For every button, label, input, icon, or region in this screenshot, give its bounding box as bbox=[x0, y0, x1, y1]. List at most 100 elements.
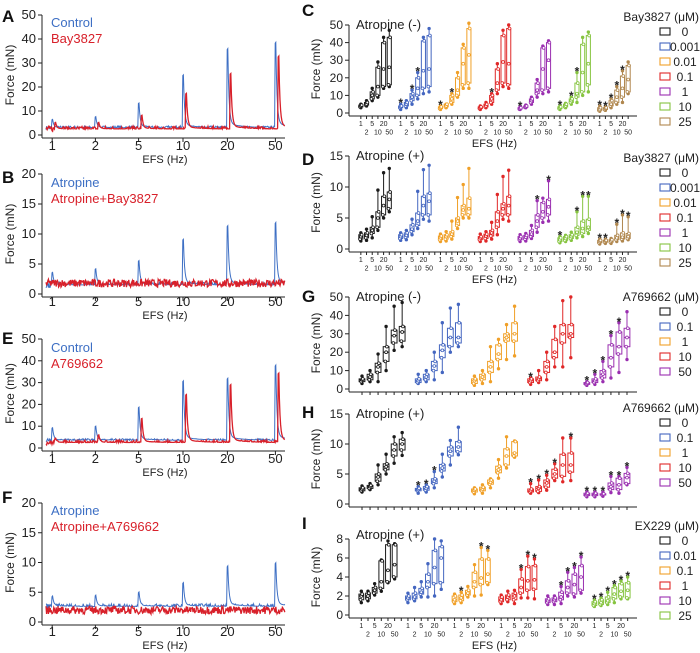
data-point bbox=[419, 580, 423, 584]
box-iqr bbox=[426, 35, 432, 88]
box bbox=[420, 167, 427, 221]
box: * bbox=[580, 188, 585, 239]
data-point bbox=[536, 489, 540, 494]
data-point bbox=[456, 453, 461, 457]
data-point bbox=[593, 599, 597, 604]
box: * bbox=[557, 229, 563, 245]
significance-star: * bbox=[544, 467, 549, 481]
legend-label: 0 bbox=[682, 305, 689, 319]
data-point bbox=[617, 344, 621, 349]
data-point bbox=[392, 562, 397, 567]
box bbox=[375, 188, 381, 233]
x-tick-label: 20 bbox=[617, 623, 625, 630]
box bbox=[471, 562, 478, 598]
x-axis-label: EFS (Hz) bbox=[142, 467, 187, 479]
panel-letter: E bbox=[2, 329, 13, 348]
significance-star: * bbox=[599, 590, 604, 604]
data-point bbox=[461, 42, 465, 47]
data-point bbox=[416, 70, 420, 75]
box bbox=[471, 486, 478, 496]
box bbox=[506, 23, 512, 91]
panel-letter: B bbox=[2, 168, 14, 187]
significance-star: * bbox=[601, 484, 606, 498]
box bbox=[504, 589, 511, 604]
box: * bbox=[535, 472, 543, 495]
data-point bbox=[448, 438, 453, 443]
data-point bbox=[544, 481, 549, 485]
box: * bbox=[534, 193, 540, 234]
box: * bbox=[422, 477, 430, 494]
x-tick-label: 1 bbox=[558, 121, 562, 128]
legend-swatch bbox=[659, 418, 671, 427]
box bbox=[454, 195, 461, 231]
significance-star: * bbox=[603, 99, 608, 113]
data-point bbox=[456, 445, 461, 449]
data-point bbox=[376, 463, 380, 467]
legend-label: 0.1 bbox=[677, 320, 694, 334]
x-tick-label: 1 bbox=[359, 257, 363, 264]
y-axis-label: Force (mN) bbox=[3, 532, 17, 593]
data-point bbox=[384, 368, 388, 373]
y-tick-label: 0 bbox=[29, 127, 36, 142]
box bbox=[371, 581, 378, 597]
data-point bbox=[625, 471, 630, 476]
data-point bbox=[546, 90, 551, 94]
data-point bbox=[525, 578, 530, 583]
data-point bbox=[466, 591, 470, 595]
data-point bbox=[361, 485, 365, 490]
legend-label: 0.1 bbox=[677, 211, 694, 225]
data-point bbox=[511, 339, 516, 343]
box-group-1 bbox=[471, 435, 518, 496]
data-point bbox=[386, 542, 391, 547]
significance-star: * bbox=[617, 315, 622, 329]
legend-swatch bbox=[659, 611, 671, 620]
data-point bbox=[513, 320, 518, 325]
x-tick-label: 20 bbox=[499, 257, 507, 264]
data-point bbox=[569, 295, 573, 299]
data-point bbox=[472, 579, 477, 584]
data-point bbox=[489, 359, 494, 364]
panel-title: Atropine (+) bbox=[356, 148, 424, 163]
significance-star: * bbox=[569, 89, 574, 103]
data-point bbox=[416, 97, 420, 101]
x-tick-label: 50 bbox=[484, 632, 492, 639]
data-point bbox=[386, 539, 390, 543]
data-point bbox=[455, 195, 460, 200]
data-point bbox=[359, 232, 364, 237]
box bbox=[551, 594, 558, 607]
data-point bbox=[624, 481, 628, 486]
data-point bbox=[532, 578, 537, 582]
legend-label: 10 bbox=[678, 594, 692, 608]
data-point bbox=[604, 238, 609, 243]
data-point bbox=[541, 220, 545, 225]
data-point bbox=[578, 588, 583, 593]
box-iqr bbox=[378, 560, 385, 589]
box: * bbox=[517, 99, 523, 113]
box bbox=[568, 230, 574, 243]
box: * bbox=[527, 370, 535, 387]
significance-star: * bbox=[609, 91, 614, 105]
x-tick-label: 50 bbox=[545, 130, 553, 137]
data-point bbox=[495, 219, 500, 223]
x-tick-label: 20 bbox=[384, 623, 392, 630]
x-tick-label: 2 bbox=[603, 130, 607, 137]
data-point bbox=[546, 597, 551, 601]
data-point bbox=[496, 367, 501, 371]
box-iqr bbox=[506, 28, 512, 86]
data-point bbox=[467, 21, 471, 25]
data-point bbox=[422, 194, 427, 199]
data-point bbox=[375, 479, 380, 484]
data-point bbox=[420, 586, 424, 591]
legend-swatch bbox=[659, 448, 671, 457]
data-point bbox=[610, 98, 614, 103]
legend-swatch bbox=[659, 433, 671, 442]
data-point bbox=[512, 354, 517, 358]
data-point bbox=[501, 84, 505, 89]
data-point bbox=[376, 65, 381, 70]
data-point bbox=[473, 487, 478, 491]
data-point bbox=[375, 225, 379, 230]
data-point bbox=[415, 219, 420, 223]
data-point bbox=[365, 597, 369, 601]
data-point bbox=[384, 464, 388, 469]
data-point bbox=[382, 40, 387, 45]
